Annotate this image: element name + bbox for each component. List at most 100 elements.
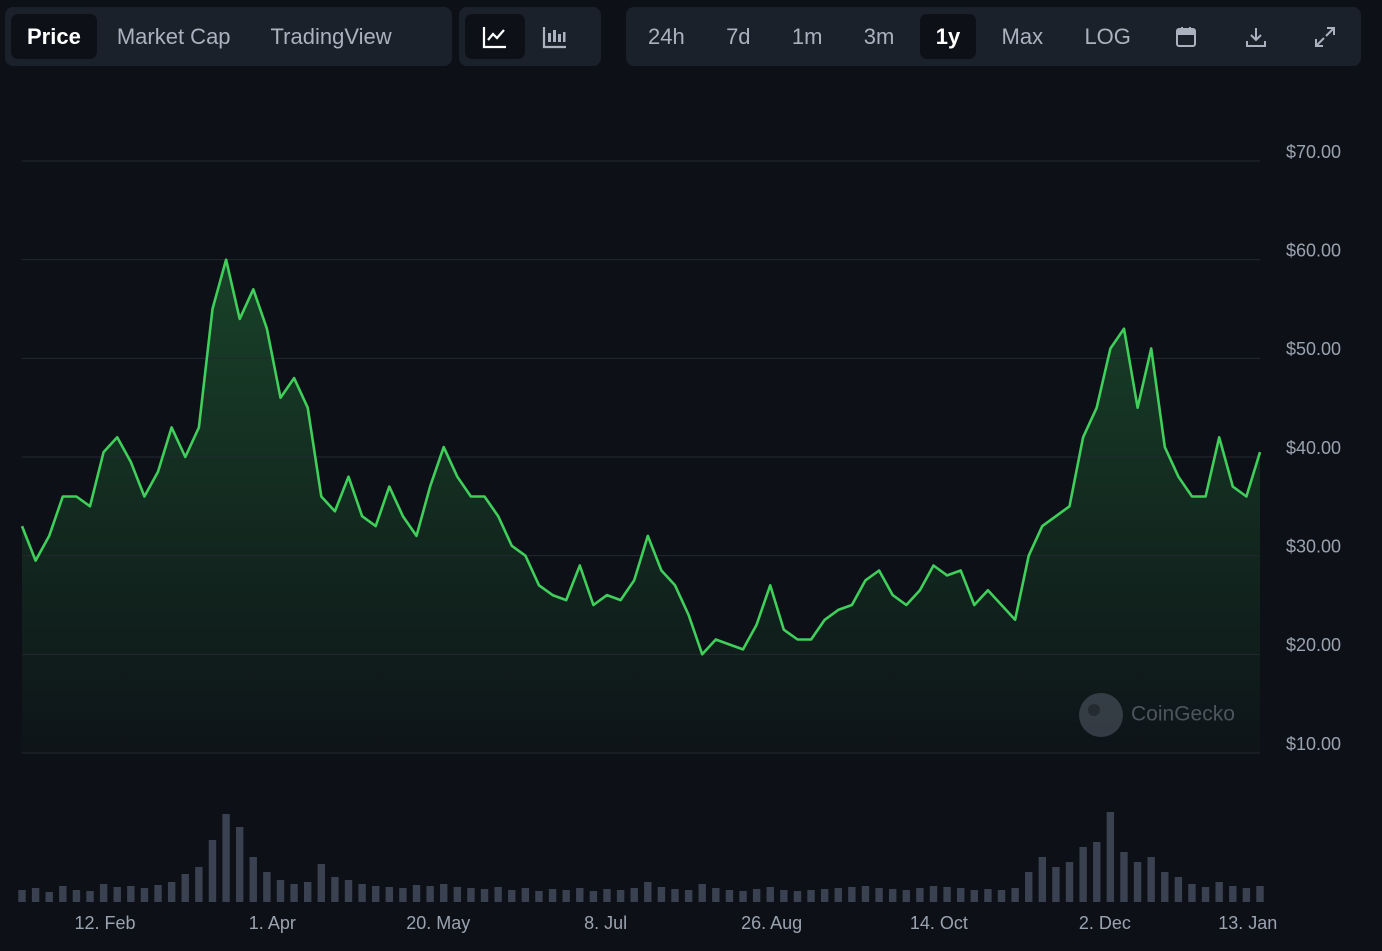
volume-bar (1229, 886, 1237, 902)
volume-bar (235, 827, 244, 902)
range-button[interactable]: 3m (863, 23, 895, 49)
y-tick-label: $20.00 (1286, 635, 1341, 655)
x-tick-label: 20. May (406, 913, 470, 933)
x-tick-label: 26. Aug (741, 913, 802, 933)
price-area (22, 259, 1260, 753)
volume-bar (888, 889, 897, 902)
volume-bar (508, 890, 516, 902)
volume-bar (18, 890, 26, 902)
volume-bar (181, 874, 189, 902)
volume-bar (997, 890, 1006, 902)
volume-bar (1065, 862, 1074, 902)
range-button[interactable]: 24h (648, 23, 685, 49)
tab[interactable]: TradingView (270, 23, 392, 49)
volume-bar (372, 886, 380, 902)
range-group: 24h 7d 1m 3m 1y Max LOG (626, 7, 1361, 66)
volume-bar (1256, 886, 1264, 902)
volume-bar (657, 887, 666, 902)
icon (542, 26, 566, 48)
volume-bar (807, 890, 815, 902)
volume-bar (1201, 887, 1210, 902)
tab[interactable]: Market Cap (116, 23, 231, 49)
volume-bar (589, 891, 598, 902)
range-button[interactable]: 7d (726, 23, 751, 49)
candle-chart-icon[interactable] (525, 14, 585, 59)
volume-bar (712, 888, 720, 902)
volume-bar (45, 892, 53, 902)
volume-bar (1242, 888, 1251, 902)
volume-bar (127, 886, 135, 902)
volume-bar (453, 887, 462, 902)
volume-bar (1106, 812, 1115, 902)
volume-bar (358, 884, 366, 902)
volume-bar (902, 890, 910, 902)
volume-bar (1079, 847, 1087, 902)
icon (1314, 26, 1335, 47)
tab[interactable]: Price (11, 14, 97, 59)
range-button[interactable]: Max (1001, 23, 1044, 49)
range-button[interactable]: 1y (919, 14, 977, 59)
x-tick-label: 14. Oct (910, 913, 968, 933)
fullscreen-icon[interactable] (1295, 14, 1355, 59)
volume-bar (208, 840, 217, 902)
volume-bar (290, 884, 298, 902)
volume-bar (263, 872, 271, 902)
volume-bar (494, 887, 502, 902)
volume-bar (848, 887, 856, 902)
volume-bar (793, 891, 802, 902)
chart-type-group (459, 7, 601, 66)
volume-bar (276, 880, 285, 902)
icon (1176, 26, 1197, 47)
volume-bar (1120, 852, 1128, 902)
volume-bar (385, 887, 394, 902)
y-tick-label: $70.00 (1286, 142, 1341, 162)
volume-bar (603, 889, 611, 902)
volume-bar (752, 889, 761, 902)
volume-bar (562, 890, 570, 902)
volume-bar (684, 890, 693, 902)
watermark-text: CoinGecko (1131, 703, 1235, 726)
volume-bar (440, 884, 448, 902)
y-tick-label: $10.00 (1286, 734, 1341, 754)
volume-bar (1038, 857, 1047, 902)
volume-bar (140, 888, 149, 902)
volume-bar (1133, 862, 1142, 902)
icon (1245, 27, 1266, 47)
volume-bar (644, 882, 652, 902)
volume-bar (72, 890, 81, 902)
volume-bar (1147, 857, 1155, 902)
volume-bar (916, 888, 924, 902)
volume-bar (1188, 884, 1196, 902)
volume-bar (861, 886, 870, 902)
volume-bar (86, 891, 94, 902)
volume-bar (698, 884, 706, 902)
volume-bar (1011, 888, 1019, 902)
volume-bar (630, 888, 638, 902)
volume-bar (671, 889, 679, 902)
volume-bar (1093, 842, 1101, 902)
volume-bar (780, 890, 788, 902)
range-button[interactable]: 1m (791, 23, 823, 49)
y-tick-label: $30.00 (1286, 536, 1341, 556)
volume-bar (834, 888, 842, 902)
range-button[interactable]: LOG (1084, 23, 1131, 49)
y-tick-label: $60.00 (1286, 240, 1341, 260)
volume-bar (31, 888, 40, 902)
volume-bar (317, 864, 325, 902)
volume-bar (616, 890, 625, 902)
calendar-icon[interactable] (1156, 14, 1216, 59)
watermark-logo (1079, 693, 1123, 737)
volume-bar (59, 886, 67, 902)
volume-bar (1025, 872, 1033, 902)
download-icon[interactable] (1226, 14, 1286, 59)
volume-bar (99, 884, 108, 902)
volume-bar (426, 886, 434, 902)
volume-bar (467, 888, 475, 902)
line-chart-icon[interactable] (465, 14, 525, 59)
volume-bar (535, 891, 543, 902)
volume-bar (167, 882, 176, 902)
tab-group: Price Market Cap TradingView (5, 7, 452, 66)
volume-bar (875, 888, 883, 902)
